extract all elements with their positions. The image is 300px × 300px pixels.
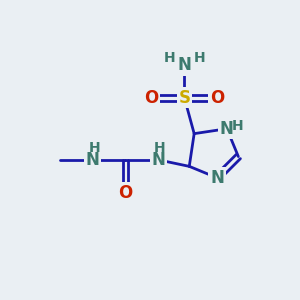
Text: N: N [151, 151, 165, 169]
Text: S: S [178, 89, 190, 107]
Text: H: H [232, 119, 243, 133]
Text: H: H [154, 141, 166, 155]
Text: N: N [177, 56, 191, 74]
Text: H: H [194, 51, 206, 65]
Text: O: O [145, 89, 159, 107]
Text: O: O [210, 89, 224, 107]
Text: N: N [86, 151, 100, 169]
Text: H: H [164, 51, 175, 65]
Text: N: N [210, 169, 224, 187]
Text: O: O [118, 184, 133, 202]
Text: N: N [220, 120, 234, 138]
Text: H: H [88, 141, 100, 155]
